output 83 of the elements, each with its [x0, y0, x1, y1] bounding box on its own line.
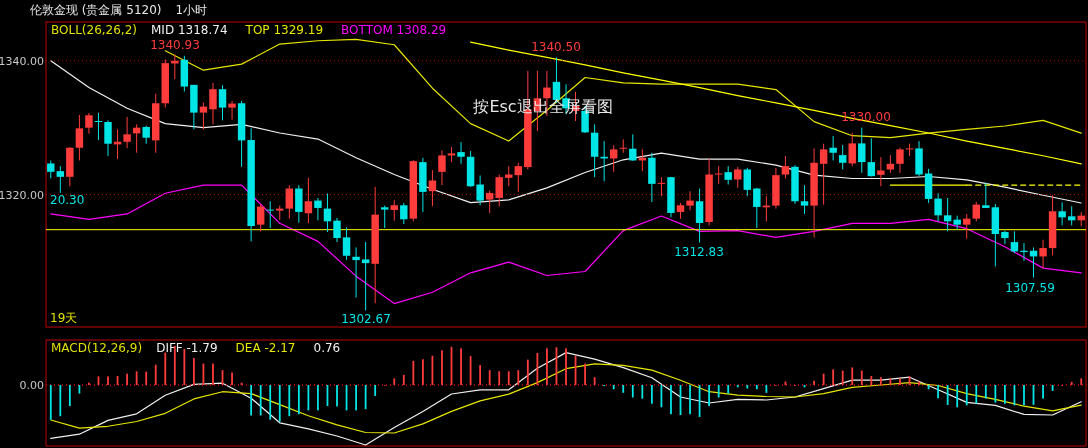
candlestick: [963, 213, 971, 240]
annotation: 19天: [50, 311, 78, 325]
candlestick: [438, 149, 446, 186]
annotation: 1330.00: [841, 110, 891, 124]
annotation: 20.30: [50, 193, 85, 207]
candlestick: [47, 159, 55, 180]
candlestick: [1039, 239, 1047, 269]
candlestick: [266, 200, 274, 229]
text: DEA -2.17: [235, 341, 296, 355]
candlestick: [838, 144, 847, 170]
annotation: 1302.67: [341, 312, 391, 326]
text: 0.76: [313, 341, 341, 355]
candlestick: [753, 187, 761, 229]
candlestick: [943, 197, 952, 232]
candlestick: [314, 197, 322, 221]
candlestick: [333, 217, 341, 243]
candlestick: [1010, 230, 1019, 254]
candlestick: [695, 188, 704, 244]
annotation: 1307.59: [1005, 281, 1055, 295]
candlestick: [94, 112, 103, 141]
candlestick: [400, 202, 408, 225]
candlestick: [209, 82, 217, 125]
candlestick: [609, 144, 618, 173]
candlestick: [304, 177, 313, 224]
candlestick: [361, 241, 370, 311]
candlestick: [686, 190, 694, 211]
text: BOTTOM 1308.29: [341, 23, 447, 37]
candlestick: [485, 190, 494, 214]
candlestick: [123, 116, 131, 149]
candlestick: [819, 143, 828, 206]
annotation: 1340.50: [531, 40, 581, 54]
candlestick: [734, 166, 742, 189]
candlestick: [142, 125, 150, 145]
candlestick: [867, 137, 876, 178]
candlestick: [858, 127, 866, 174]
chart-subtitle: 1小时: [175, 3, 208, 17]
series-label: TOP 1329.19: [244, 23, 324, 37]
candlestick: [657, 176, 666, 197]
candlestick: [724, 165, 732, 186]
candlestick: [342, 226, 351, 261]
candlestick: [905, 143, 914, 157]
candlestick: [56, 165, 65, 194]
text: 0.00: [19, 379, 44, 392]
candlestick: [381, 205, 389, 229]
candlestick: [781, 155, 790, 180]
candlestick: [934, 192, 942, 222]
chart-title: 伦敦金现 (贵金属 5120): [30, 3, 162, 17]
candlestick: [1001, 230, 1009, 245]
annotation: 1340.93: [150, 38, 200, 52]
text: MID 1318.74: [151, 23, 228, 37]
candlestick: [285, 184, 294, 220]
candlestick: [1067, 205, 1076, 226]
candlestick: [848, 132, 856, 167]
candlestick: [629, 133, 637, 162]
y-tick-label: 1320.00: [0, 188, 44, 202]
candlestick: [829, 135, 837, 161]
annotation: 1312.83: [674, 245, 724, 259]
candlestick: [877, 156, 885, 187]
candlestick: [352, 246, 360, 299]
candlestick: [1058, 201, 1066, 226]
candlestick: [199, 102, 208, 130]
candlestick: [390, 199, 398, 222]
candlestick: [295, 184, 303, 224]
y-tick-label: 1340.00: [0, 54, 44, 68]
candlestick: [619, 138, 627, 154]
candlestick: [800, 184, 809, 215]
candlestick: [514, 162, 523, 193]
candlestick: [495, 174, 503, 207]
candlestick: [75, 114, 84, 161]
candlestick: [256, 203, 265, 232]
candlestick: [972, 201, 980, 222]
candlestick: [228, 100, 236, 121]
candlestick: [743, 167, 752, 197]
candlestick: [218, 84, 227, 121]
legend-title: BOLL(26,26,2): [51, 23, 138, 37]
candlestick: [457, 141, 465, 165]
candlestick: [982, 182, 990, 209]
candlestick: [476, 175, 484, 206]
legend-title: MACD(12,26,9): [51, 341, 143, 355]
candlestick: [896, 147, 904, 174]
candlestick: [104, 119, 112, 157]
candlestick: [85, 112, 93, 135]
text: DIFF -1.79: [156, 341, 218, 355]
